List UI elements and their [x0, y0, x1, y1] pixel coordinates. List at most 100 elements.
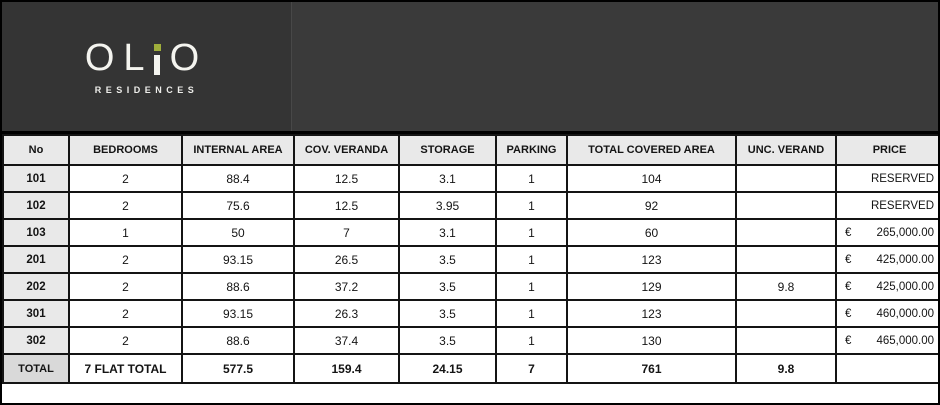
price-cell: € 425,000.00 — [835, 245, 938, 274]
total-covered-area-cell: 123 — [566, 245, 737, 274]
internal-area-cell: 577.5 — [181, 353, 295, 384]
total-covered-area-cell: 123 — [566, 299, 737, 328]
table-row: 302 2 88.6 37.4 3.5 1 130 € 465,000.00 — [2, 326, 938, 355]
storage-cell: 3.5 — [398, 272, 497, 301]
unc-verand-cell — [735, 326, 837, 355]
parking-cell: 1 — [495, 299, 568, 328]
cov-veranda-cell: 12.5 — [293, 164, 400, 193]
price-cell: € 425,000.00 — [835, 272, 938, 301]
price-cell — [835, 353, 938, 384]
unit-number-cell: 201 — [2, 245, 70, 274]
logo-text-right: O — [169, 36, 209, 79]
currency-symbol: € — [845, 226, 852, 239]
cov-veranda-cell: 7 — [293, 218, 400, 247]
total-covered-area-cell: 761 — [566, 353, 737, 384]
bedrooms-cell: 2 — [68, 299, 183, 328]
unc-verand-cell — [735, 164, 837, 193]
bedrooms-cell: 2 — [68, 272, 183, 301]
parking-cell: 1 — [495, 218, 568, 247]
bedrooms-cell: 1 — [68, 218, 183, 247]
table-row: 202 2 88.6 37.2 3.5 1 129 9.8 € 425,000.… — [2, 272, 938, 301]
storage-cell: 3.1 — [398, 218, 497, 247]
price-cell: RESERVED — [835, 191, 938, 220]
column-header-total-covered-area: TOTAL COVERED AREA — [566, 134, 737, 166]
total-covered-area-cell: 104 — [566, 164, 737, 193]
price-amount: 425,000.00 — [876, 280, 934, 293]
cov-veranda-cell: 37.2 — [293, 272, 400, 301]
logo-letter-i — [153, 41, 161, 75]
currency-symbol: € — [845, 307, 852, 320]
unit-number-cell: 301 — [2, 299, 70, 328]
storage-cell: 3.95 — [398, 191, 497, 220]
parking-cell: 1 — [495, 326, 568, 355]
price-table: No BEDROOMS INTERNAL AREA COV. VERANDA S… — [2, 134, 938, 384]
internal-area-cell: 88.6 — [181, 326, 295, 355]
logo-i-dot-icon — [153, 43, 161, 51]
column-header-price: PRICE — [835, 134, 938, 166]
table-row: 201 2 93.15 26.5 3.5 1 123 € 425,000.00 — [2, 245, 938, 274]
parking-cell: 1 — [495, 191, 568, 220]
table-header-row: No BEDROOMS INTERNAL AREA COV. VERANDA S… — [2, 134, 938, 166]
currency-symbol: € — [845, 280, 852, 293]
price-amount: 265,000.00 — [876, 226, 934, 239]
logo-panel: OL O RESIDENCES — [2, 2, 291, 131]
unc-verand-cell: 9.8 — [735, 272, 837, 301]
parking-cell: 7 — [495, 353, 568, 384]
currency-symbol: € — [845, 334, 852, 347]
storage-cell: 3.5 — [398, 299, 497, 328]
total-covered-area-cell: 92 — [566, 191, 737, 220]
price-amount: 425,000.00 — [876, 253, 934, 266]
bedrooms-cell: 2 — [68, 245, 183, 274]
column-header-storage: STORAGE — [398, 134, 497, 166]
table-row: 102 2 75.6 12.5 3.95 1 92 RESERVED — [2, 191, 938, 220]
table-row: 101 2 88.4 12.5 3.1 1 104 RESERVED — [2, 164, 938, 193]
internal-area-cell: 93.15 — [181, 299, 295, 328]
column-header-internal-area: INTERNAL AREA — [181, 134, 295, 166]
storage-cell: 3.5 — [398, 326, 497, 355]
price-amount: 465,000.00 — [876, 334, 934, 347]
cov-veranda-cell: 26.3 — [293, 299, 400, 328]
brand-tagline: RESIDENCES — [94, 84, 199, 95]
banner-right-panel — [291, 2, 938, 131]
column-header-no: No — [2, 134, 70, 166]
table-row: TOTAL 7 FLAT TOTAL 577.5 159.4 24.15 7 7… — [2, 353, 938, 384]
column-header-bedrooms: BEDROOMS — [68, 134, 183, 166]
unc-verand-cell — [735, 245, 837, 274]
bedrooms-cell: 2 — [68, 191, 183, 220]
table-row: 301 2 93.15 26.3 3.5 1 123 € 460,000.00 — [2, 299, 938, 328]
storage-cell: 24.15 — [398, 353, 497, 384]
table-row: 103 1 50 7 3.1 1 60 € 265,000.00 — [2, 218, 938, 247]
internal-area-cell: 88.6 — [181, 272, 295, 301]
parking-cell: 1 — [495, 272, 568, 301]
total-covered-area-cell: 129 — [566, 272, 737, 301]
storage-cell: 3.5 — [398, 245, 497, 274]
unit-number-cell: TOTAL — [2, 353, 70, 384]
unit-number-cell: 101 — [2, 164, 70, 193]
unc-verand-cell — [735, 191, 837, 220]
price-cell: RESERVED — [835, 164, 938, 193]
price-amount: RESERVED — [870, 172, 934, 185]
currency-symbol: € — [845, 253, 852, 266]
logo-i-stem — [154, 54, 161, 75]
internal-area-cell: 50 — [181, 218, 295, 247]
price-amount: RESERVED — [870, 199, 934, 212]
header-banner: OL O RESIDENCES — [2, 2, 938, 134]
cov-veranda-cell: 159.4 — [293, 353, 400, 384]
internal-area-cell: 93.15 — [181, 245, 295, 274]
total-covered-area-cell: 130 — [566, 326, 737, 355]
price-cell: € 465,000.00 — [835, 326, 938, 355]
bedrooms-cell: 7 FLAT TOTAL — [68, 353, 183, 384]
cov-veranda-cell: 12.5 — [293, 191, 400, 220]
unc-verand-cell — [735, 218, 837, 247]
column-header-unc-verand: UNC. VERAND — [735, 134, 837, 166]
column-header-parking: PARKING — [495, 134, 568, 166]
parking-cell: 1 — [495, 245, 568, 274]
bedrooms-cell: 2 — [68, 164, 183, 193]
storage-cell: 3.1 — [398, 164, 497, 193]
unit-number-cell: 302 — [2, 326, 70, 355]
internal-area-cell: 75.6 — [181, 191, 295, 220]
cov-veranda-cell: 26.5 — [293, 245, 400, 274]
internal-area-cell: 88.4 — [181, 164, 295, 193]
unc-verand-cell: 9.8 — [735, 353, 837, 384]
